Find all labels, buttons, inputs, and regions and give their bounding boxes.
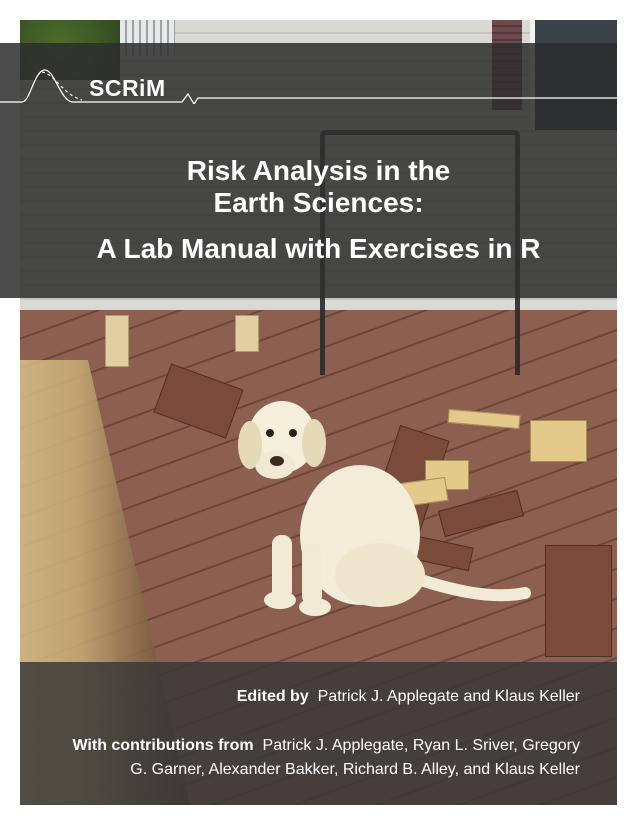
title-line-1: Risk Analysis in the [186, 155, 451, 186]
editors-names: Patrick J. Applegate and Klaus Keller [317, 688, 580, 705]
loose-board [545, 545, 612, 657]
title-line-3: A Lab Manual with Exercises in R [96, 233, 541, 264]
title-band [0, 43, 617, 298]
edited-by-label: Edited by [236, 688, 309, 705]
contributors-line-2: G. Garner, Alexander Bakker, Richard B. … [130, 761, 580, 778]
scrim-logo-curve [0, 69, 617, 104]
scrim-logo-text: SCRiM [89, 75, 166, 101]
wood-block [530, 420, 587, 462]
credits-band [20, 662, 617, 805]
contributors-credit: With contributions from Patrick J. Apple… [20, 734, 580, 782]
contributions-label: With contributions from [72, 737, 254, 754]
editors-credit: Edited by Patrick J. Applegate and Klaus… [20, 688, 580, 706]
deck-post [235, 315, 259, 352]
puppy [238, 401, 531, 616]
book-title: Risk Analysis in the Earth Sciences: A L… [20, 155, 617, 265]
contributors-line-1: Patrick J. Applegate, Ryan L. Sriver, Gr… [262, 737, 580, 754]
title-line-2: Earth Sciences: [213, 187, 424, 218]
deck-post [105, 315, 129, 367]
